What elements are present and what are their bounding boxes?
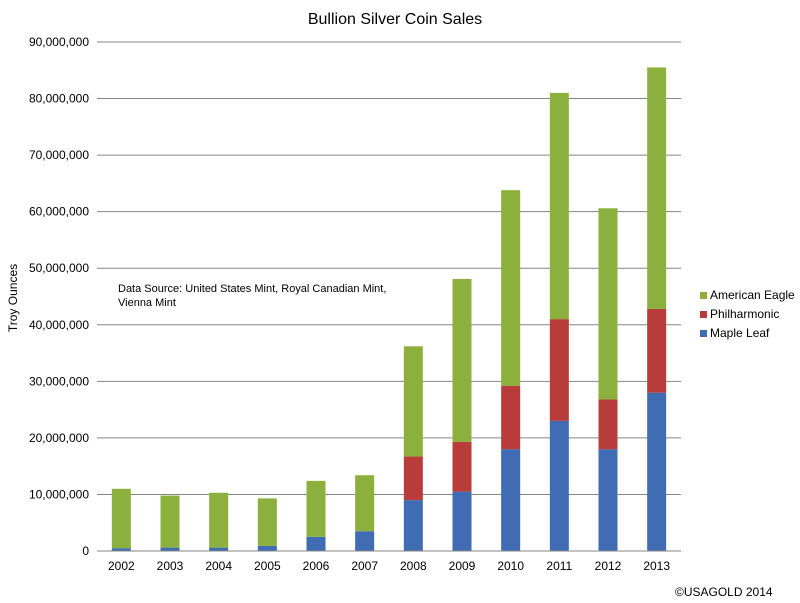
x-tick-label: 2012 — [595, 559, 622, 573]
x-tick-label: 2011 — [546, 559, 572, 573]
bar-american-eagle — [257, 498, 277, 546]
x-tick-label: 2009 — [449, 559, 476, 573]
bar-american-eagle — [160, 495, 180, 548]
legend-label: Philharmonic — [710, 307, 779, 321]
bar-american-eagle — [355, 475, 375, 532]
x-tick-label: 2006 — [303, 559, 330, 573]
bar-philharmonic — [501, 385, 521, 450]
x-tick-label: 2008 — [400, 559, 427, 573]
y-tick-label: 30,000,000 — [29, 374, 89, 388]
x-tick-label: 2002 — [108, 559, 135, 573]
annotation-line-1: Data Source: United States Mint, Royal C… — [118, 283, 386, 295]
x-tick-label: 2013 — [643, 559, 670, 573]
y-tick-label: 80,000,000 — [29, 92, 89, 106]
legend: American Eagle Philharmonic Maple Leaf — [700, 288, 795, 340]
y-tick-label: 40,000,000 — [29, 318, 89, 332]
y-tick-label: 20,000,000 — [29, 431, 89, 445]
legend-label: Maple Leaf — [710, 326, 770, 340]
x-tick-label: 2005 — [254, 559, 281, 573]
bar-maple-leaf — [452, 491, 472, 551]
x-tick-labels: 2002 2003 2004 2005 2006 2007 2008 2009 2010 2011… — [108, 559, 670, 573]
legend-swatch — [700, 311, 707, 318]
gridlines — [97, 41, 681, 495]
legend-swatch — [700, 292, 707, 299]
bar-american-eagle — [501, 190, 521, 386]
y-tick-label: 60,000,000 — [29, 205, 89, 219]
bar-philharmonic — [403, 456, 423, 501]
bar-philharmonic — [598, 399, 618, 450]
bar-american-eagle — [452, 278, 472, 442]
bar-american-eagle — [111, 488, 131, 549]
bar-maple-leaf — [355, 531, 375, 551]
y-tick-label: 90,000,000 — [29, 35, 89, 49]
bar-american-eagle — [549, 92, 569, 320]
bar-philharmonic — [647, 308, 667, 393]
annotation-line-2: Vienna Mint — [118, 297, 176, 309]
bar-philharmonic — [452, 441, 472, 492]
bar-american-eagle — [403, 346, 423, 457]
bar-maple-leaf — [501, 449, 521, 551]
bar-maple-leaf — [306, 536, 326, 551]
bar-american-eagle — [647, 67, 667, 309]
bar-american-eagle — [598, 208, 618, 400]
bar-maple-leaf — [647, 392, 667, 551]
y-tick-label: 0 — [82, 544, 89, 558]
x-tick-label: 2010 — [497, 559, 524, 573]
bar-american-eagle — [209, 492, 229, 548]
legend-label: American Eagle — [710, 288, 795, 302]
y-tick-label: 70,000,000 — [29, 148, 89, 162]
y-tick-labels: 0 10,000,000 20,000,000 30,000,000 40,000,00… — [29, 35, 89, 558]
bar-maple-leaf — [160, 547, 180, 551]
bar-maple-leaf — [598, 449, 618, 551]
copyright: ©USAGOLD 2014 — [675, 585, 773, 599]
bar-maple-leaf — [209, 547, 229, 551]
chart-title: Bullion Silver Coin Sales — [308, 11, 482, 28]
y-axis-label: Troy Ounces — [6, 264, 20, 332]
bar-maple-leaf — [111, 548, 131, 551]
data-source-annotation: Data Source: United States Mint, Royal C… — [118, 283, 386, 309]
x-tick-label: 2003 — [157, 559, 184, 573]
y-tick-label: 10,000,000 — [29, 487, 89, 501]
bar-maple-leaf — [403, 500, 423, 551]
bar-maple-leaf — [549, 420, 569, 551]
bar-philharmonic — [549, 319, 569, 421]
y-tick-label: 50,000,000 — [29, 261, 89, 275]
legend-swatch — [700, 330, 707, 337]
bar-american-eagle — [306, 480, 326, 537]
x-tick-label: 2007 — [351, 559, 378, 573]
bars — [111, 67, 667, 551]
bar-maple-leaf — [257, 545, 277, 551]
x-tick-label: 2004 — [205, 559, 232, 573]
